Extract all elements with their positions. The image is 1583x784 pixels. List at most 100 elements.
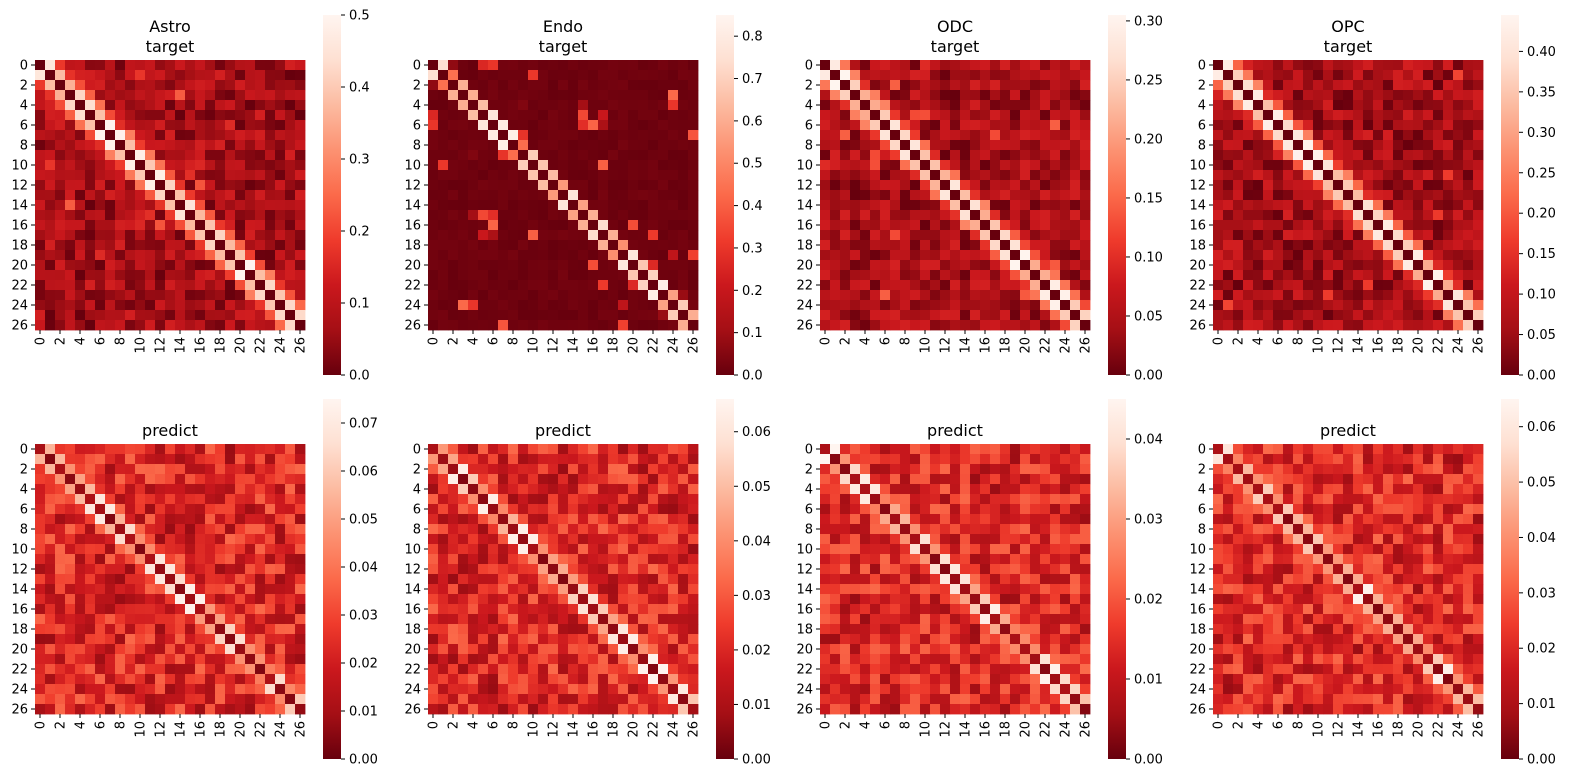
heatmap-cell xyxy=(215,130,226,141)
heatmap-cell xyxy=(1313,210,1324,221)
heatmap-cell xyxy=(185,300,196,311)
heatmap-cell xyxy=(1343,220,1354,231)
heatmap-cell xyxy=(658,230,669,241)
heatmap-cell xyxy=(205,320,216,331)
heatmap-cell xyxy=(1213,260,1224,271)
colorbar-tick-label: 0.04 xyxy=(742,534,771,549)
heatmap-cell xyxy=(1463,70,1474,81)
heatmap-cell xyxy=(578,90,589,101)
heatmap-cell xyxy=(35,514,46,525)
heatmap-cell xyxy=(1010,220,1021,231)
heatmap-cell xyxy=(638,544,649,555)
heatmap-cell xyxy=(900,90,911,101)
heatmap-cell xyxy=(195,100,206,111)
heatmap-cell xyxy=(458,644,469,655)
colorbar-tick-label: 0.00 xyxy=(742,753,771,768)
heatmap-cell xyxy=(245,190,256,201)
heatmap-cell xyxy=(265,270,276,281)
heatmap-cell xyxy=(558,60,569,71)
heatmap-cell xyxy=(1283,190,1294,201)
heatmap-cell xyxy=(548,90,559,101)
heatmap-cell xyxy=(578,80,589,91)
heatmap-cell xyxy=(195,60,206,71)
colorbar xyxy=(1108,15,1126,375)
heatmap-cell xyxy=(1080,290,1091,301)
heatmap-cell xyxy=(175,240,186,251)
heatmap-cell xyxy=(1030,220,1041,231)
heatmap-cell xyxy=(668,320,679,331)
heatmap-cell xyxy=(1060,250,1071,261)
heatmap-cell xyxy=(1080,190,1091,201)
heatmap-cell xyxy=(155,634,166,645)
heatmap-cell xyxy=(245,574,256,585)
heatmap-cell xyxy=(448,280,459,291)
heatmap-cell xyxy=(1010,100,1021,111)
heatmap-cell xyxy=(538,484,549,495)
heatmap-cell xyxy=(195,664,206,675)
heatmap-cell xyxy=(145,644,156,655)
heatmap-cell xyxy=(678,544,689,555)
heatmap-cell xyxy=(468,140,479,151)
heatmap-cell xyxy=(1423,290,1434,301)
heatmap-cell xyxy=(1303,170,1314,181)
heatmap-cell xyxy=(1313,280,1324,291)
heatmap-cell xyxy=(285,624,296,635)
heatmap-cell xyxy=(135,584,146,595)
heatmap-cell xyxy=(658,454,669,465)
heatmap-cell xyxy=(1020,140,1031,151)
heatmap-cell xyxy=(900,170,911,181)
heatmap-cell xyxy=(648,544,659,555)
heatmap-cell xyxy=(225,704,236,715)
heatmap-cell xyxy=(668,614,679,625)
heatmap-cell xyxy=(508,544,519,555)
heatmap-cell xyxy=(598,290,609,301)
heatmap-cell xyxy=(850,80,861,91)
heatmap-cell xyxy=(880,110,891,121)
heatmap-cell xyxy=(1303,230,1314,241)
heatmap-cell xyxy=(568,544,579,555)
heatmap-cell xyxy=(75,290,86,301)
heatmap-cell xyxy=(115,160,126,171)
heatmap-cell xyxy=(185,290,196,301)
heatmap-cell xyxy=(1213,230,1224,241)
heatmap-cell xyxy=(265,614,276,625)
heatmap-cell xyxy=(65,140,76,151)
heatmap-cell xyxy=(900,230,911,241)
heatmap-cell xyxy=(568,120,579,131)
x-tick-label: 6 xyxy=(487,721,502,729)
heatmap-cell xyxy=(35,180,46,191)
heatmap-cell xyxy=(860,260,871,271)
heatmap-cell xyxy=(285,240,296,251)
heatmap-cell xyxy=(448,554,459,565)
heatmap-cell xyxy=(295,70,306,81)
heatmap-cell xyxy=(135,474,146,485)
heatmap-cell xyxy=(628,534,639,545)
heatmap-cell xyxy=(870,484,881,495)
heatmap-cell xyxy=(678,200,689,211)
heatmap-cell xyxy=(1273,80,1284,91)
heatmap-cell xyxy=(920,320,931,331)
heatmap-cell xyxy=(1303,280,1314,291)
heatmap-cell xyxy=(900,150,911,161)
heatmap-cell xyxy=(1433,130,1444,141)
heatmap-cell xyxy=(448,624,459,635)
heatmap-cell xyxy=(518,584,529,595)
heatmap-cell xyxy=(135,260,146,271)
heatmap-cell xyxy=(618,240,629,251)
heatmap-cell xyxy=(598,130,609,141)
heatmap-cell xyxy=(830,70,841,81)
heatmap-cell xyxy=(900,220,911,231)
heatmap-cell xyxy=(648,494,659,505)
x-tick-label: 0 xyxy=(427,721,442,729)
heatmap-cell xyxy=(1433,270,1444,281)
heatmap-cell xyxy=(830,260,841,271)
heatmap-cell xyxy=(638,100,649,111)
heatmap-cell xyxy=(598,80,609,91)
heatmap-cell xyxy=(688,494,699,505)
heatmap-cell xyxy=(598,614,609,625)
colorbar-tick-label: 0.2 xyxy=(742,284,763,299)
heatmap-cell xyxy=(95,704,106,715)
heatmap-cell xyxy=(870,170,881,181)
heatmap-cell xyxy=(1393,130,1404,141)
heatmap-cell xyxy=(538,230,549,241)
